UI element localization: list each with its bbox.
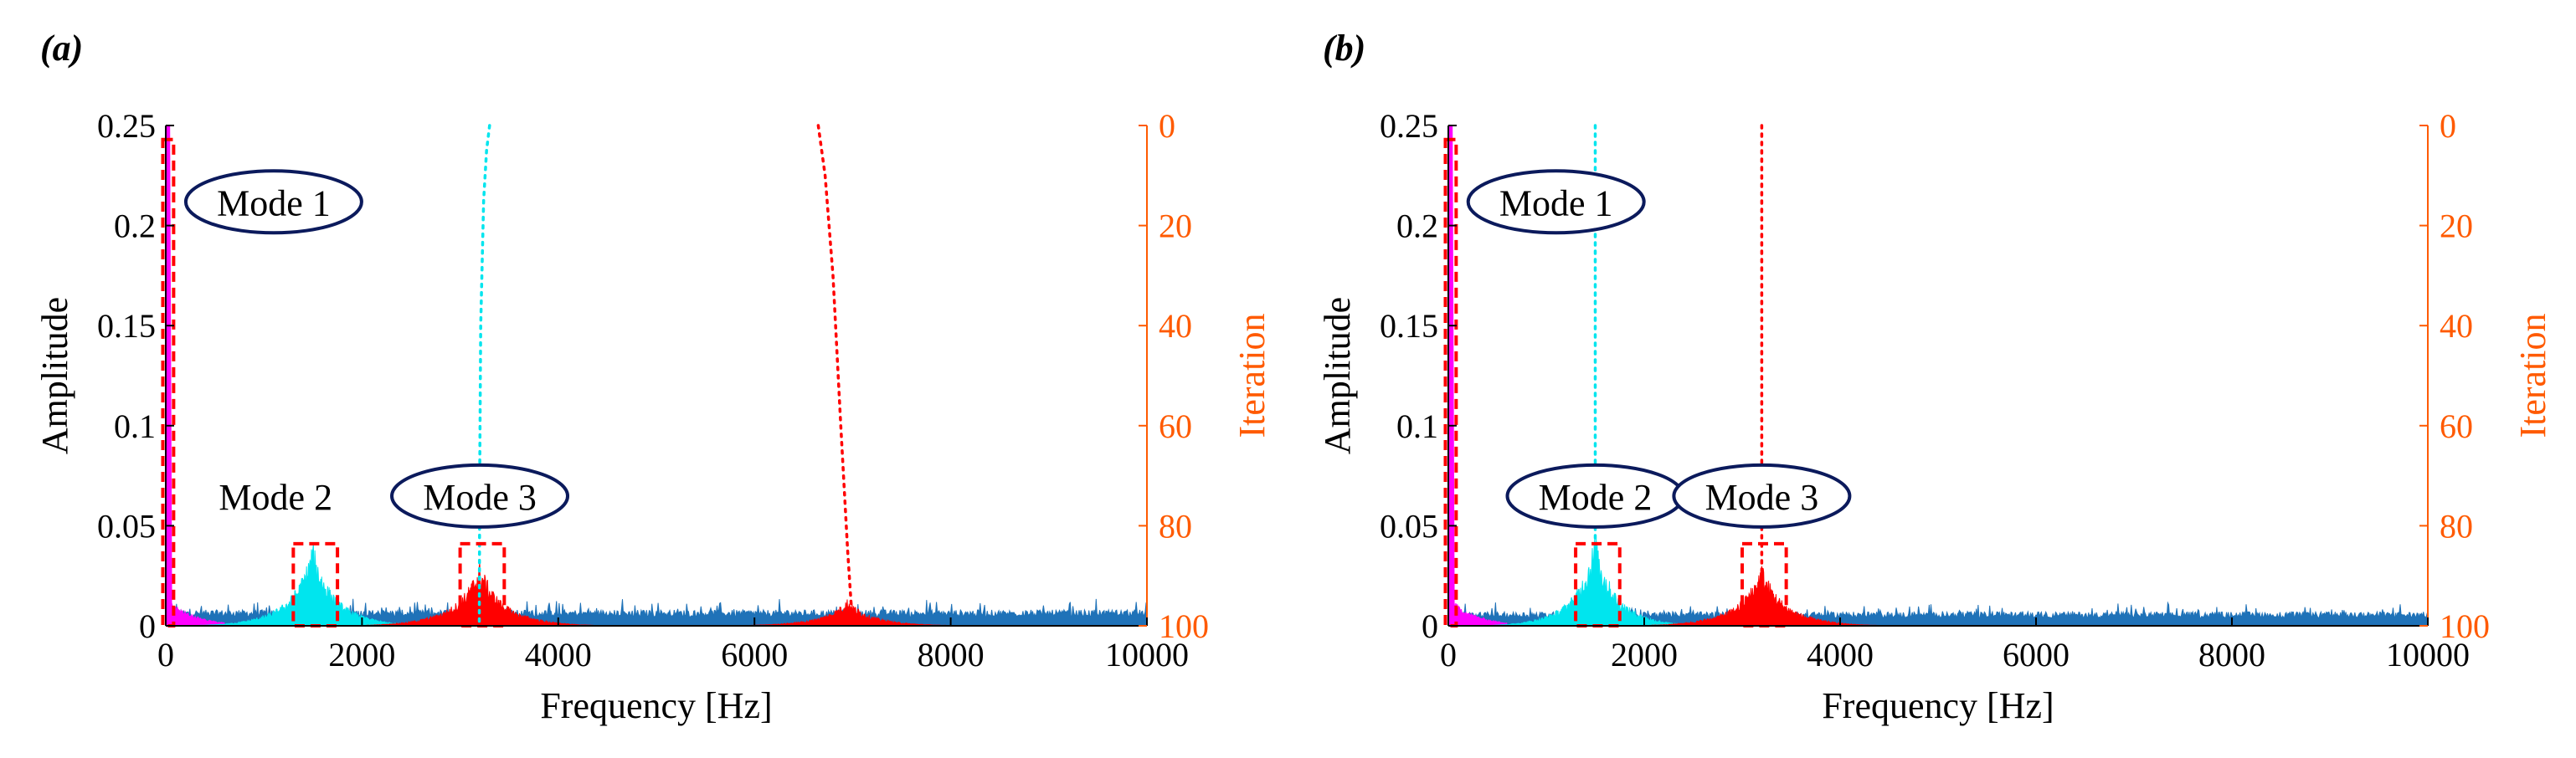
trace-mode-3 (816, 124, 855, 626)
y-tick-label: 0.25 (1380, 107, 1438, 145)
x-tick-label: 10000 (2386, 636, 2470, 673)
x-tick-label: 4000 (1807, 636, 1874, 673)
y2-axis-label: Iteration (1231, 313, 1273, 438)
plot-area (166, 124, 1147, 626)
x-tick-label: 8000 (2198, 636, 2265, 673)
annotation-ellipse (183, 169, 363, 235)
x-tick-label: 10000 (1105, 636, 1189, 673)
y2-tick-label: 0 (2440, 107, 2456, 145)
x-axis-label: Frequency [Hz] (540, 685, 772, 726)
y2-tick-label: 60 (1159, 407, 1192, 445)
y-tick-label: 0.2 (114, 207, 156, 245)
y2-tick-label: 80 (2440, 507, 2473, 545)
y-tick-label: 0.2 (1396, 207, 1438, 245)
y-tick-label: 0 (139, 607, 156, 645)
x-tick-label: 2000 (328, 636, 395, 673)
y-tick-label: 0.05 (1380, 507, 1438, 545)
x-axis-label: Frequency [Hz] (1822, 685, 2054, 726)
panel-label: (b) (1323, 28, 1365, 69)
y-tick-label: 0.15 (1380, 307, 1438, 345)
x-tick-label: 6000 (2003, 636, 2070, 673)
x-tick-label: 4000 (525, 636, 592, 673)
chart-panel-a: 0 2000 4000 6000 8000 10000 0 0.05 0.1 0.15 0.2 0.2… (34, 28, 1273, 726)
y-axis-label: Amplitude (1317, 297, 1358, 454)
y-tick-label: 0 (1422, 607, 1438, 645)
x-tick-label: 0 (1440, 636, 1457, 673)
x-tick-label: 6000 (721, 636, 788, 673)
y2-tick-label: 40 (1159, 307, 1192, 345)
annotation-ellipse (390, 463, 570, 529)
annotation-ellipse (1466, 169, 1646, 235)
annotation-mode-1: Mode 1 (1499, 182, 1613, 223)
annotation-mode-2: Mode 2 (1539, 477, 1653, 518)
y2-tick-label: 0 (1159, 107, 1175, 145)
y-tick-label: 0.05 (97, 507, 156, 545)
annotation-mode-3: Mode 3 (423, 477, 537, 518)
y2-tick-label: 20 (2440, 207, 2473, 245)
y2-tick-label: 100 (2440, 607, 2490, 645)
x-tick-label: 8000 (918, 636, 985, 673)
x-tick-label: 0 (157, 636, 174, 673)
y-tick-label: 0.15 (97, 307, 156, 345)
y2-tick-label: 80 (1159, 507, 1192, 545)
y-tick-label: 0.1 (1396, 407, 1438, 445)
series-mode-1 (1448, 125, 1508, 626)
y-tick-label: 0.25 (97, 107, 156, 145)
annotation-ellipse (1672, 463, 1852, 529)
y2-tick-label: 40 (2440, 307, 2473, 345)
y2-tick-label: 20 (1159, 207, 1192, 245)
chart-panel-b: 0 2000 4000 6000 8000 10000 0 0.05 0.1 0.15 0.2 0.2… (1317, 28, 2553, 726)
y-axis-label: Amplitude (34, 297, 75, 454)
annotation-mode-2: Mode 2 (219, 477, 332, 518)
y-tick-label: 0.1 (114, 407, 156, 445)
annotation-mode-3: Mode 3 (1705, 477, 1819, 518)
annotation-mode-1: Mode 1 (217, 182, 331, 223)
series-mode-1 (166, 125, 225, 626)
y2-tick-label: 60 (2440, 407, 2473, 445)
panel-label: (a) (40, 28, 83, 69)
y2-axis-label: Iteration (2512, 313, 2553, 438)
x-tick-label: 2000 (1611, 636, 1678, 673)
trace-mode-2 (477, 124, 491, 626)
y2-tick-label: 100 (1159, 607, 1209, 645)
